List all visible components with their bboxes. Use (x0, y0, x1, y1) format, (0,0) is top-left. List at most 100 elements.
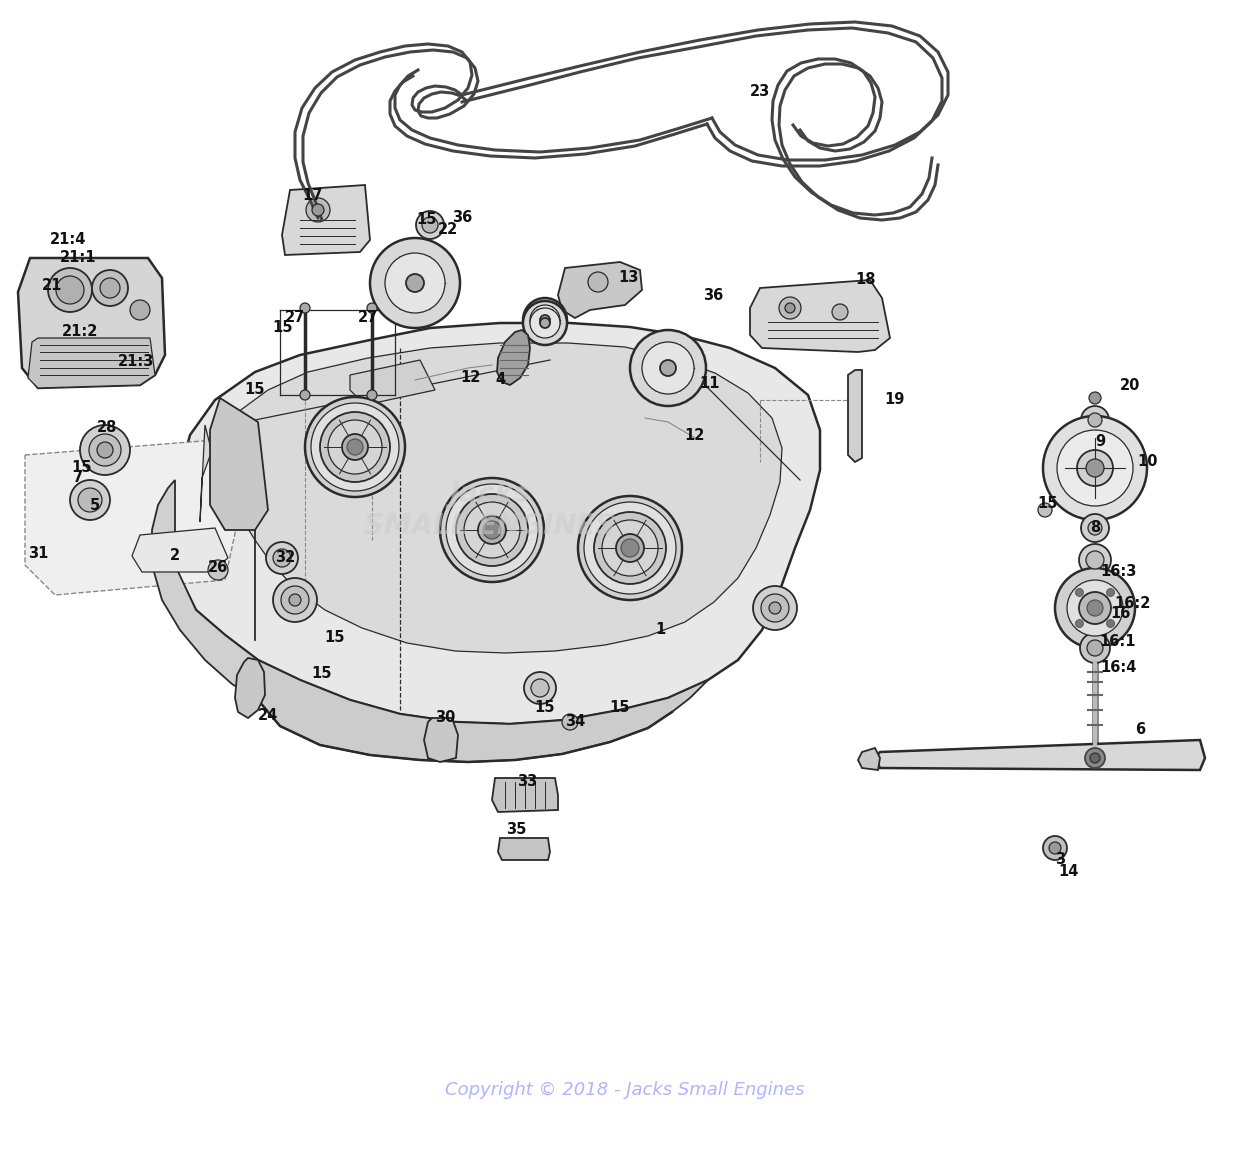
Text: 23: 23 (750, 83, 770, 98)
Circle shape (578, 495, 682, 599)
Circle shape (1055, 568, 1135, 648)
Circle shape (281, 586, 309, 614)
Circle shape (370, 238, 460, 328)
Circle shape (311, 403, 399, 491)
Text: 14: 14 (1058, 864, 1079, 879)
Text: 20: 20 (1120, 378, 1140, 393)
Text: 21:4: 21:4 (50, 232, 86, 247)
Text: 33: 33 (518, 775, 538, 790)
Circle shape (1068, 580, 1122, 636)
Circle shape (1079, 544, 1111, 576)
Circle shape (1081, 407, 1109, 434)
Text: 31: 31 (28, 545, 49, 560)
Polygon shape (258, 660, 708, 762)
Polygon shape (210, 398, 268, 530)
Text: 28: 28 (96, 420, 118, 435)
Circle shape (530, 305, 560, 335)
Text: 5: 5 (90, 498, 100, 513)
Text: 19: 19 (885, 393, 905, 408)
Circle shape (1090, 753, 1100, 763)
Polygon shape (498, 330, 530, 385)
Text: 7: 7 (72, 469, 82, 484)
Circle shape (832, 304, 848, 320)
Text: 30: 30 (435, 710, 455, 725)
Circle shape (1088, 413, 1102, 427)
Circle shape (761, 594, 789, 623)
Text: 21: 21 (41, 277, 62, 292)
Text: 15: 15 (272, 320, 294, 335)
Circle shape (1058, 430, 1132, 506)
Circle shape (266, 542, 298, 574)
Circle shape (616, 534, 644, 562)
Circle shape (588, 271, 608, 292)
Circle shape (562, 714, 578, 730)
Text: 16:1: 16:1 (1100, 634, 1136, 649)
Text: 13: 13 (618, 269, 639, 284)
Circle shape (779, 297, 801, 319)
Circle shape (1088, 599, 1102, 616)
Circle shape (92, 270, 128, 306)
Circle shape (1081, 514, 1109, 542)
Circle shape (1042, 416, 1148, 520)
Text: 35: 35 (506, 822, 526, 837)
Text: 34: 34 (565, 715, 585, 730)
Circle shape (1106, 588, 1115, 596)
Circle shape (305, 397, 405, 497)
Polygon shape (848, 370, 862, 462)
Circle shape (1106, 619, 1115, 627)
Circle shape (1088, 521, 1102, 535)
Text: 27: 27 (285, 311, 305, 326)
Polygon shape (858, 748, 880, 770)
Circle shape (1086, 551, 1104, 569)
Text: 8: 8 (1090, 520, 1100, 535)
Circle shape (272, 549, 291, 567)
Text: 16: 16 (1110, 605, 1130, 620)
Text: 15: 15 (245, 382, 265, 397)
Text: 15: 15 (416, 213, 437, 228)
Text: 16:4: 16:4 (1100, 661, 1136, 676)
Polygon shape (498, 839, 550, 860)
Circle shape (80, 425, 130, 475)
Polygon shape (18, 258, 165, 388)
Circle shape (1038, 502, 1052, 517)
Circle shape (752, 586, 798, 629)
Circle shape (785, 303, 795, 313)
Polygon shape (152, 480, 258, 700)
Text: 12: 12 (460, 370, 480, 385)
Circle shape (385, 253, 445, 313)
Text: 2: 2 (170, 547, 180, 562)
Polygon shape (28, 338, 155, 388)
Circle shape (368, 390, 378, 400)
Text: 16:3: 16:3 (1100, 565, 1136, 580)
Circle shape (531, 679, 549, 696)
Text: 11: 11 (700, 375, 720, 390)
Text: 6: 6 (1135, 723, 1145, 738)
Circle shape (1080, 633, 1110, 663)
Text: 22: 22 (438, 222, 458, 237)
Circle shape (406, 274, 424, 292)
Circle shape (1049, 842, 1061, 854)
Text: 21:1: 21:1 (60, 251, 96, 266)
Text: 1: 1 (655, 623, 665, 638)
Circle shape (328, 420, 382, 474)
Polygon shape (350, 360, 435, 405)
Circle shape (368, 303, 378, 313)
Circle shape (540, 318, 550, 328)
Text: 15: 15 (610, 700, 630, 715)
Text: Copyright © 2018 - Jacks Small Engines: Copyright © 2018 - Jacks Small Engines (445, 1081, 805, 1100)
Polygon shape (25, 440, 240, 595)
Circle shape (456, 494, 528, 566)
Polygon shape (750, 280, 890, 352)
Circle shape (482, 521, 501, 539)
Text: 15: 15 (535, 700, 555, 715)
Circle shape (446, 484, 538, 576)
Circle shape (522, 298, 568, 342)
Circle shape (630, 330, 706, 407)
Circle shape (440, 478, 544, 582)
Polygon shape (132, 528, 228, 572)
Text: 3: 3 (1055, 852, 1065, 867)
Text: Jacks
SMALL ENGINES: Jacks SMALL ENGINES (364, 479, 616, 541)
Circle shape (530, 308, 560, 338)
Text: 32: 32 (275, 551, 295, 566)
Text: 24: 24 (258, 708, 278, 723)
